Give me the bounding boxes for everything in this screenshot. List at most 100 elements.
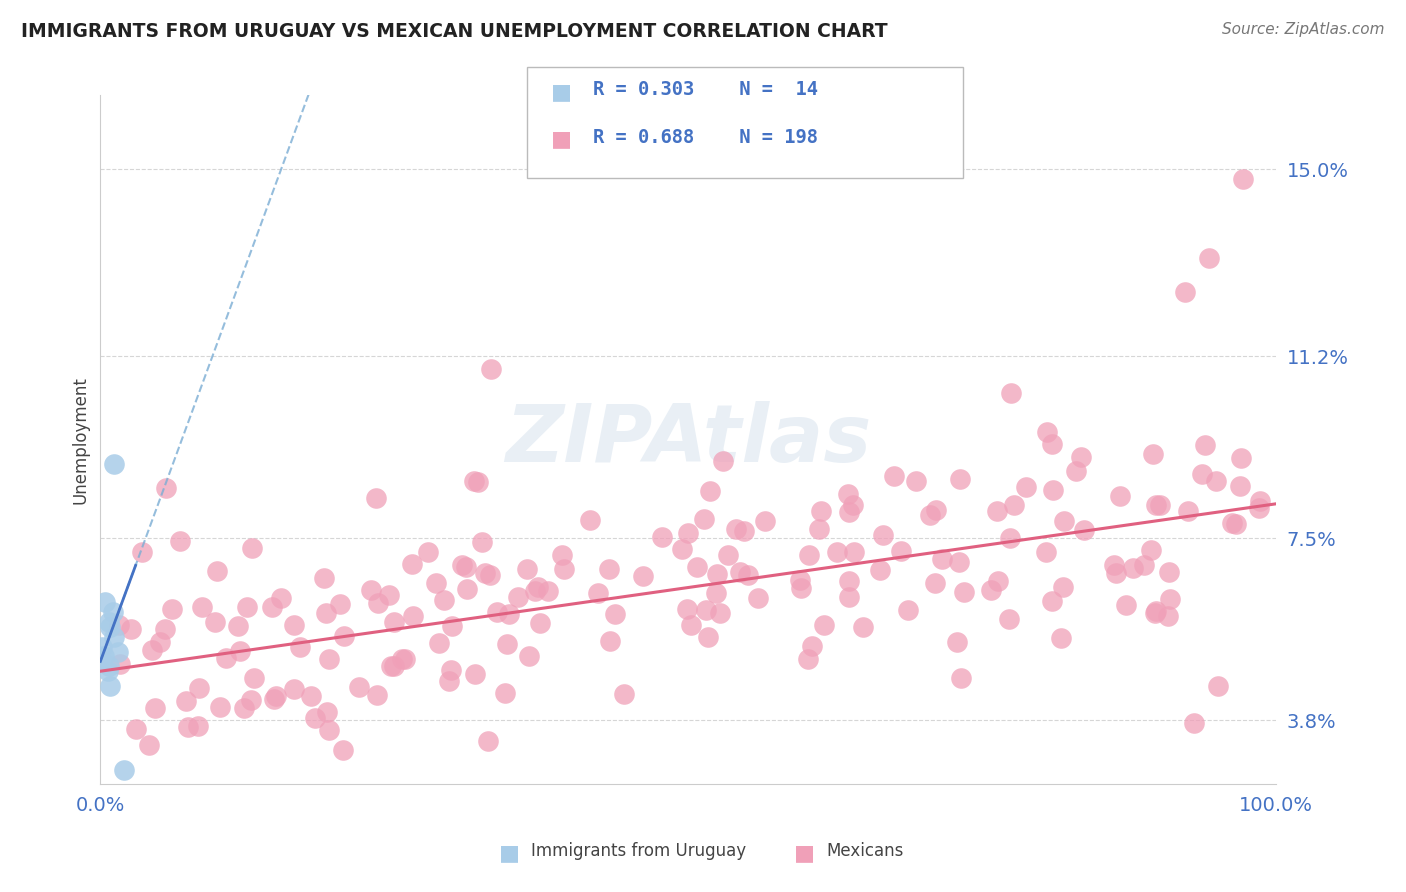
- Point: [711, 454, 734, 468]
- Point: [1205, 475, 1227, 489]
- Point: [599, 633, 621, 648]
- Point: [789, 573, 811, 587]
- Point: [98, 620, 121, 634]
- Point: [304, 711, 326, 725]
- Point: [704, 586, 727, 600]
- Point: [283, 682, 305, 697]
- Point: [1144, 604, 1167, 618]
- Point: [678, 525, 700, 540]
- Point: [103, 458, 125, 472]
- Point: [394, 652, 416, 666]
- Point: [790, 582, 813, 596]
- Point: [360, 583, 382, 598]
- Point: [920, 508, 942, 523]
- Point: [1174, 285, 1197, 300]
- Point: [131, 545, 153, 559]
- Point: [1042, 594, 1064, 608]
- Point: [883, 469, 905, 483]
- Point: [364, 491, 387, 505]
- Point: [332, 743, 354, 757]
- Point: [924, 575, 946, 590]
- Point: [299, 689, 322, 703]
- Point: [1194, 437, 1216, 451]
- Point: [315, 606, 337, 620]
- Point: [613, 687, 636, 701]
- Point: [1066, 464, 1088, 478]
- Point: [529, 615, 551, 630]
- Point: [90, 640, 112, 654]
- Point: [838, 590, 860, 604]
- Point: [827, 545, 849, 559]
- Point: [1144, 498, 1167, 512]
- Point: [693, 512, 716, 526]
- Point: [695, 602, 717, 616]
- Point: [432, 592, 454, 607]
- Point: [367, 596, 389, 610]
- Point: [229, 643, 252, 657]
- Point: [125, 722, 148, 736]
- Point: [347, 680, 370, 694]
- Point: [90, 654, 112, 668]
- Point: [1208, 679, 1230, 693]
- Point: [1050, 631, 1073, 645]
- Point: [675, 602, 697, 616]
- Point: [98, 659, 121, 673]
- Point: [551, 548, 574, 562]
- Point: [1015, 479, 1038, 493]
- Point: [263, 691, 285, 706]
- Point: [97, 664, 120, 678]
- Point: [889, 544, 911, 558]
- Point: [586, 586, 609, 600]
- Point: [141, 643, 163, 657]
- Point: [143, 700, 166, 714]
- Point: [872, 528, 894, 542]
- Point: [517, 648, 540, 663]
- Point: [169, 533, 191, 548]
- Point: [797, 549, 820, 563]
- Text: IMMIGRANTS FROM URUGUAY VS MEXICAN UNEMPLOYMENT CORRELATION CHART: IMMIGRANTS FROM URUGUAY VS MEXICAN UNEMP…: [21, 22, 887, 41]
- Point: [456, 559, 478, 574]
- Point: [524, 584, 547, 599]
- Point: [1159, 591, 1181, 606]
- Point: [243, 671, 266, 685]
- Point: [728, 565, 751, 579]
- Point: [177, 720, 200, 734]
- Text: ■: ■: [551, 129, 572, 149]
- Point: [120, 622, 142, 636]
- Point: [717, 549, 740, 563]
- Point: [516, 562, 538, 576]
- Point: [187, 719, 209, 733]
- Text: R = 0.303    N =  14: R = 0.303 N = 14: [593, 80, 818, 99]
- Point: [494, 686, 516, 700]
- Point: [94, 595, 117, 609]
- Y-axis label: Unemployment: Unemployment: [72, 376, 89, 504]
- Point: [283, 618, 305, 632]
- Point: [1247, 500, 1270, 515]
- Point: [1149, 498, 1171, 512]
- Point: [706, 566, 728, 581]
- Point: [474, 566, 496, 580]
- Point: [215, 651, 238, 665]
- Point: [1035, 545, 1057, 559]
- Point: [537, 584, 560, 599]
- Point: [103, 630, 125, 644]
- Point: [401, 558, 423, 572]
- Point: [477, 734, 499, 748]
- Point: [949, 472, 972, 486]
- Point: [598, 562, 620, 576]
- Point: [463, 474, 485, 488]
- Point: [1053, 514, 1076, 528]
- Point: [495, 636, 517, 650]
- Point: [1225, 516, 1247, 531]
- Point: [160, 602, 183, 616]
- Point: [837, 487, 859, 501]
- Point: [402, 608, 425, 623]
- Point: [209, 699, 232, 714]
- Point: [1002, 498, 1025, 512]
- Point: [98, 679, 121, 693]
- Point: [1000, 386, 1022, 401]
- Point: [382, 615, 405, 629]
- Point: [1142, 447, 1164, 461]
- Point: [240, 693, 263, 707]
- Point: [946, 635, 969, 649]
